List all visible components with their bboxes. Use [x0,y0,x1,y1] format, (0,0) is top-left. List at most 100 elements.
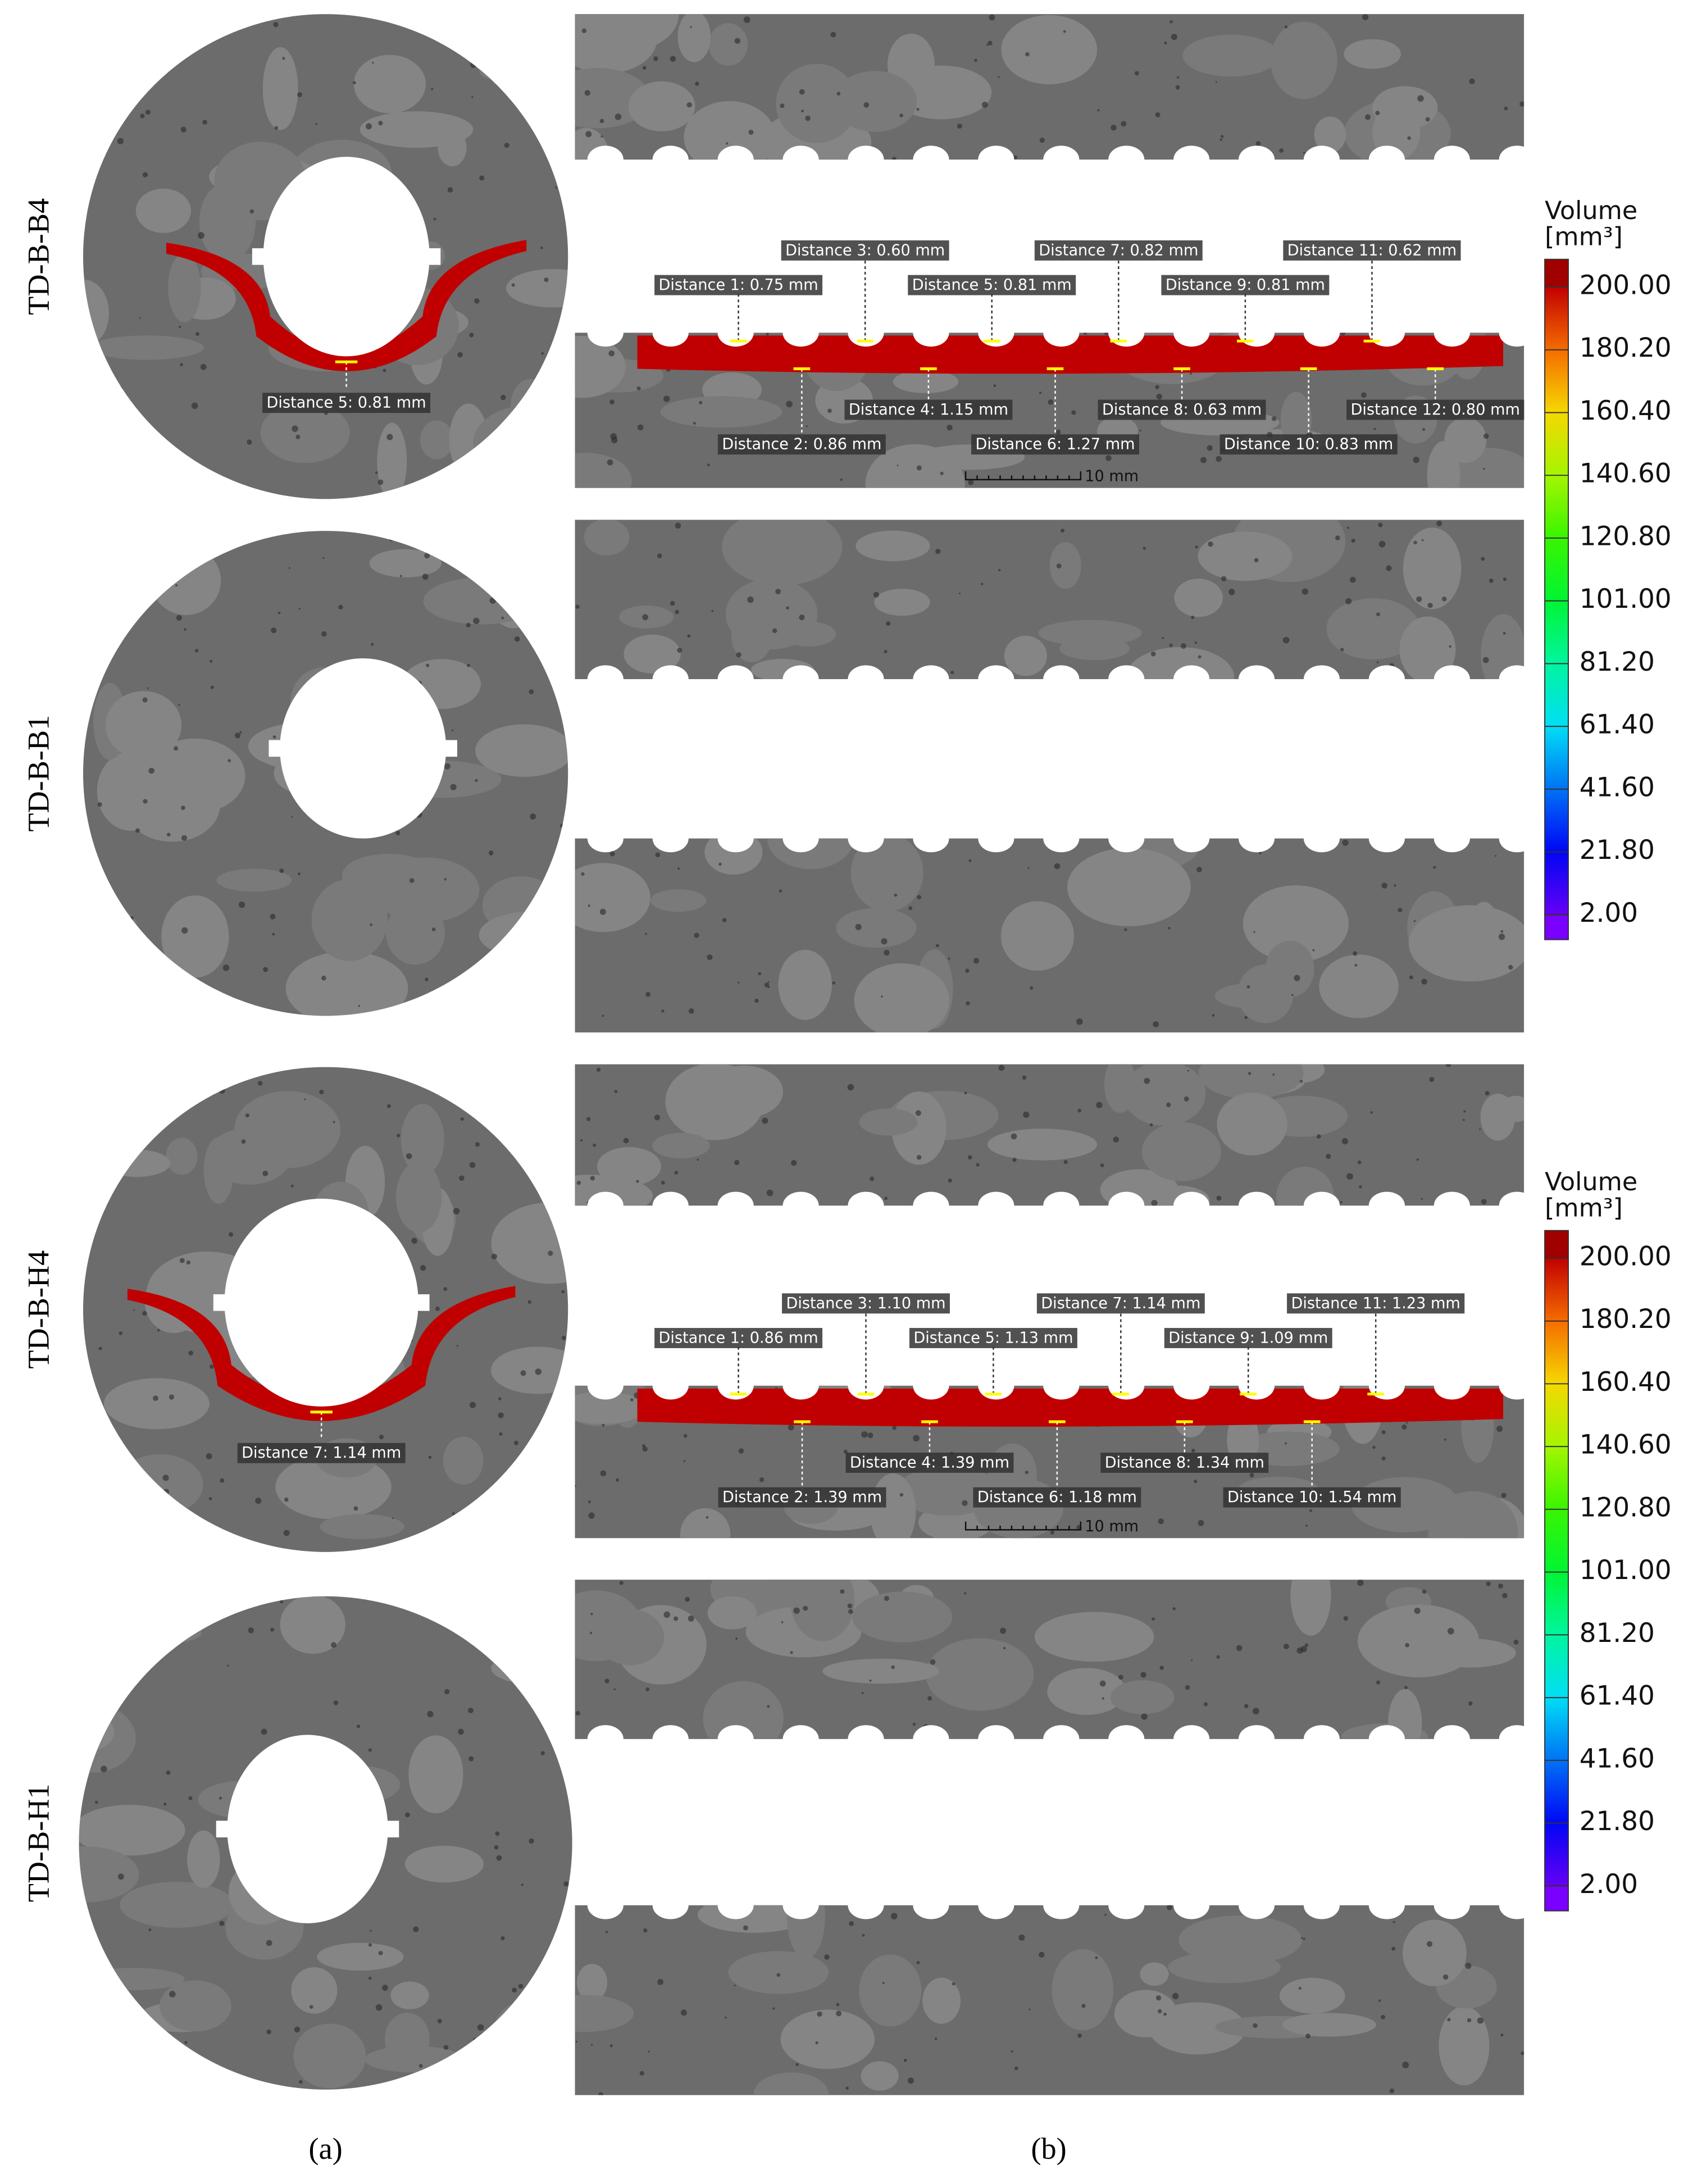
pore [469,1162,476,1168]
rib-notch [913,824,949,853]
pore [1477,2017,1484,2024]
row-label: TD-B-H1 [21,1783,55,1902]
pore [1180,643,1186,649]
pore [1172,1607,1176,1610]
pore [383,368,386,372]
pore [140,113,145,119]
measure-label-bg [845,1453,1014,1473]
pore [228,1232,234,1237]
pore [1028,2008,1031,2010]
pore [466,622,471,627]
pore [795,2063,799,2067]
pore [599,908,606,915]
pore [321,975,326,981]
aggregate [79,1704,136,1773]
pore [616,1478,620,1482]
rib-notch [1108,1891,1145,1919]
pore [271,627,277,634]
pore [1283,1644,1289,1650]
aggregate [262,47,298,130]
pore [645,1687,650,1691]
pore [501,616,504,620]
pore [444,763,450,770]
pore [772,628,777,634]
pore [127,959,131,964]
aggregate [1174,579,1223,617]
pore [291,816,293,818]
aggregate [850,838,923,912]
pore [836,92,841,95]
pore [486,1109,493,1117]
pore [962,1500,968,1507]
rib-notch [913,1891,949,1919]
pore [186,1260,191,1265]
rib-notch [1108,1725,1145,1753]
pore [370,1930,372,1932]
pore [927,1696,932,1701]
pore [699,401,703,404]
rib-notch [1303,1372,1340,1400]
rib-notch [1173,319,1210,347]
colorbar-tick-label: 180.20 [1580,1304,1672,1335]
pore [1463,1110,1466,1113]
aggregate [408,1735,463,1814]
rib-notch [1239,824,1275,853]
aggregate [776,63,857,143]
aggregate [401,1104,444,1176]
aggregate [81,1968,185,1990]
pore [903,2059,907,2062]
pore [545,1660,549,1664]
pore [734,38,741,44]
aggregate [1282,2013,1376,2037]
aggregate [1034,1612,1154,1662]
pore [1104,333,1109,335]
pore [1134,71,1139,76]
aggregate [122,2051,153,2090]
aggregate [1439,2006,1490,2086]
pore [514,1602,516,1604]
pore [670,56,676,62]
pore [767,981,770,983]
pore [528,14,531,16]
pore [915,1110,921,1116]
pore [1445,1064,1451,1067]
aggregate [475,724,568,777]
pore [554,186,557,189]
pore [498,1397,502,1400]
pore [234,732,241,739]
pore [1381,2014,1386,2019]
pore [561,1290,565,1294]
rib-notch [848,1191,884,1220]
pore [1246,985,1250,989]
pore [117,1873,124,1880]
pore [896,465,899,467]
pore [917,895,922,900]
aggregate [396,1161,442,1233]
pore [266,1940,272,1946]
colorbar-tick-label: 21.80 [1580,835,1655,866]
pore [509,1607,511,1609]
pore [1253,931,1255,933]
aggregate [575,14,657,74]
pore [1077,1108,1082,1113]
pore [93,157,98,161]
pore [1481,557,1485,561]
pore [1039,1951,1045,1958]
colorbar-tick-label: 200.00 [1580,1241,1672,1272]
pore [525,2080,530,2085]
pore [981,101,988,108]
measure-label-bg [718,1487,886,1508]
measure-label: Distance 4: 1.39 mm [850,1454,1009,1472]
pore [1485,1091,1490,1096]
pore [736,652,741,658]
pore [1294,975,1300,981]
pore [1422,427,1426,431]
pore [675,609,679,615]
pore [1340,333,1346,336]
section-texture [575,520,1524,679]
pore [395,830,401,836]
colorbar-tick-label: 160.40 [1580,1367,1672,1398]
measure-label: Distance 8: 1.34 mm [1105,1454,1264,1472]
pore [575,2040,578,2043]
pore [133,1309,135,1312]
